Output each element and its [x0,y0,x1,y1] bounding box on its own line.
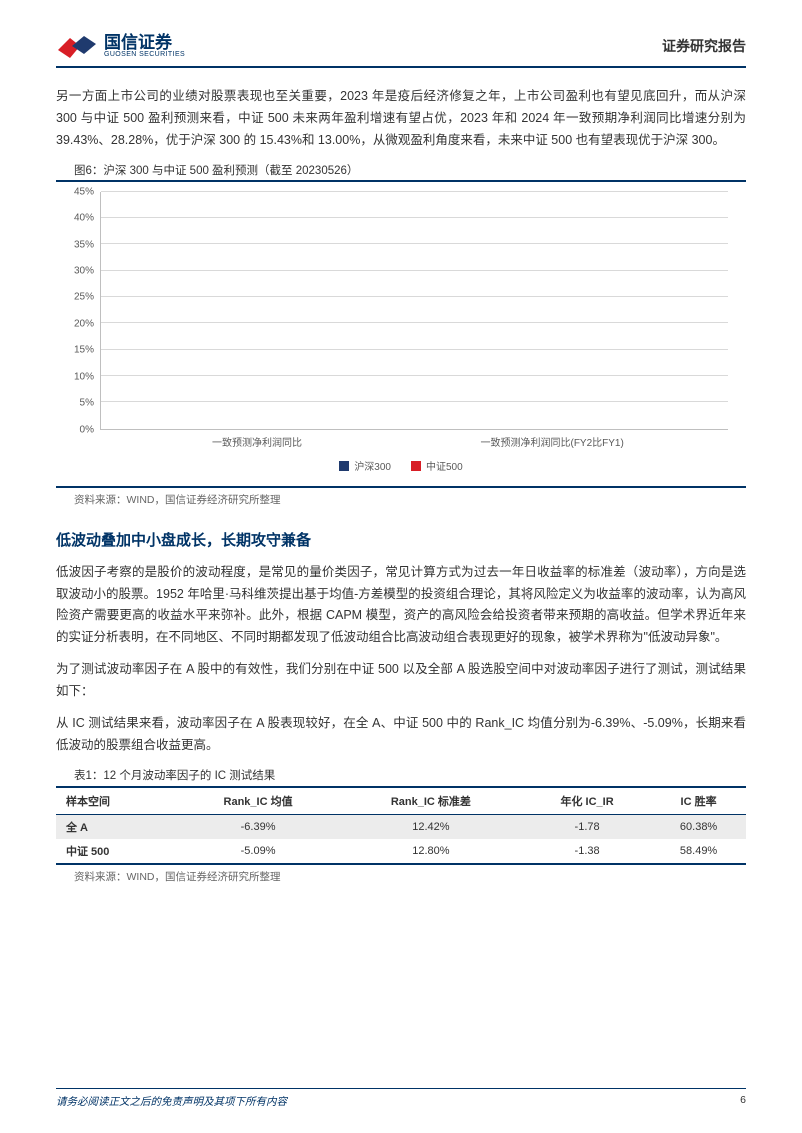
y-tick-label: 15% [74,345,94,356]
grid-line [101,375,728,376]
table-header-row: 样本空间Rank_IC 均值Rank_IC 标准差年化 IC_IRIC 胜率 [56,787,746,815]
grid-line [101,322,728,323]
grid-line [101,217,728,218]
table-cell: 全 A [56,814,177,839]
report-type: 证券研究报告 [662,36,746,56]
table-cell: 58.49% [651,839,746,864]
table-cell: 12.42% [339,814,523,839]
ic-results-table: 样本空间Rank_IC 均值Rank_IC 标准差年化 IC_IRIC 胜率 全… [56,786,746,865]
table-cell: -1.78 [523,814,651,839]
guosen-logo-icon [56,32,98,60]
chart-container: 0%5%10%15%20%25%30%35%40%45% 一致预测净利润同比一致… [56,180,746,488]
y-tick-label: 35% [74,239,94,250]
y-tick-label: 0% [80,424,94,435]
x-tick-label: 一致预测净利润同比(FY2比FY1) [480,434,623,449]
table-source: 资料来源：WIND，国信证券经济研究所整理 [74,869,746,884]
paragraph-2: 低波因子考察的是股价的波动程度，是常见的量价类因子，常见计算方式为过去一年日收益… [56,562,746,650]
y-tick-label: 40% [74,213,94,224]
y-tick-label: 30% [74,265,94,276]
table-cell: -6.39% [177,814,338,839]
table-cell: -1.38 [523,839,651,864]
paragraph-1: 另一方面上市公司的业绩对股票表现也至关重要，2023 年是疫后经济修复之年，上市… [56,86,746,152]
table-column-header: 样本空间 [56,787,177,815]
legend-item: 中证500 [411,458,463,473]
table-title: 表1：12 个月波动率因子的 IC 测试结果 [74,767,746,783]
table-row: 中证 500-5.09%12.80%-1.3858.49% [56,839,746,864]
y-tick-label: 20% [74,318,94,329]
logo-cn: 国信证券 [104,34,185,51]
x-tick-label: 一致预测净利润同比 [212,434,302,449]
plot-area [100,192,728,430]
grid-line [101,191,728,192]
legend-label: 沪深300 [354,458,391,473]
table-cell: -5.09% [177,839,338,864]
y-tick-label: 45% [74,186,94,197]
chart-source: 资料来源：WIND，国信证券经济研究所整理 [74,492,746,507]
logo-en: GUOSEN SECURITIES [104,51,185,58]
table-column-header: 年化 IC_IR [523,787,651,815]
grid-line [101,296,728,297]
legend-swatch [411,461,421,471]
grid-line [101,349,728,350]
chart-area: 0%5%10%15%20%25%30%35%40%45% 一致预测净利润同比一致… [100,192,728,452]
legend-swatch [339,461,349,471]
logo-text: 国信证券 GUOSEN SECURITIES [104,34,185,58]
table-column-header: IC 胜率 [651,787,746,815]
section-heading: 低波动叠加中小盘成长，长期攻守兼备 [56,529,746,550]
footer-disclaimer: 请务必阅读正文之后的免责声明及其项下所有内容 [56,1094,287,1109]
logo-block: 国信证券 GUOSEN SECURITIES [56,32,185,60]
y-tick-label: 25% [74,292,94,303]
table-cell: 中证 500 [56,839,177,864]
paragraph-3: 为了测试波动率因子在 A 股中的有效性，我们分别在中证 500 以及全部 A 股… [56,659,746,703]
table-column-header: Rank_IC 标准差 [339,787,523,815]
legend-item: 沪深300 [339,458,391,473]
chart-legend: 沪深300 中证500 [64,458,738,476]
table-cell: 12.80% [339,839,523,864]
grid-line [101,270,728,271]
legend-label: 中证500 [426,458,463,473]
page-header: 国信证券 GUOSEN SECURITIES 证券研究报告 [56,32,746,68]
grid-line [101,243,728,244]
page-footer: 请务必阅读正文之后的免责声明及其项下所有内容 6 [56,1088,746,1109]
grid-line [101,401,728,402]
table-column-header: Rank_IC 均值 [177,787,338,815]
table-cell: 60.38% [651,814,746,839]
y-tick-label: 10% [74,371,94,382]
table-body: 全 A-6.39%12.42%-1.7860.38%中证 500-5.09%12… [56,814,746,864]
x-axis-labels: 一致预测净利润同比 一致预测净利润同比(FY2比FY1) [100,430,728,452]
chart-title: 图6：沪深 300 与中证 500 盈利预测（截至 20230526） [74,162,746,178]
page-number: 6 [740,1094,746,1109]
paragraph-4: 从 IC 测试结果来看，波动率因子在 A 股表现较好，在全 A、中证 500 中… [56,713,746,757]
table-row: 全 A-6.39%12.42%-1.7860.38% [56,814,746,839]
y-tick-label: 5% [80,398,94,409]
y-axis: 0%5%10%15%20%25%30%35%40%45% [64,192,98,430]
